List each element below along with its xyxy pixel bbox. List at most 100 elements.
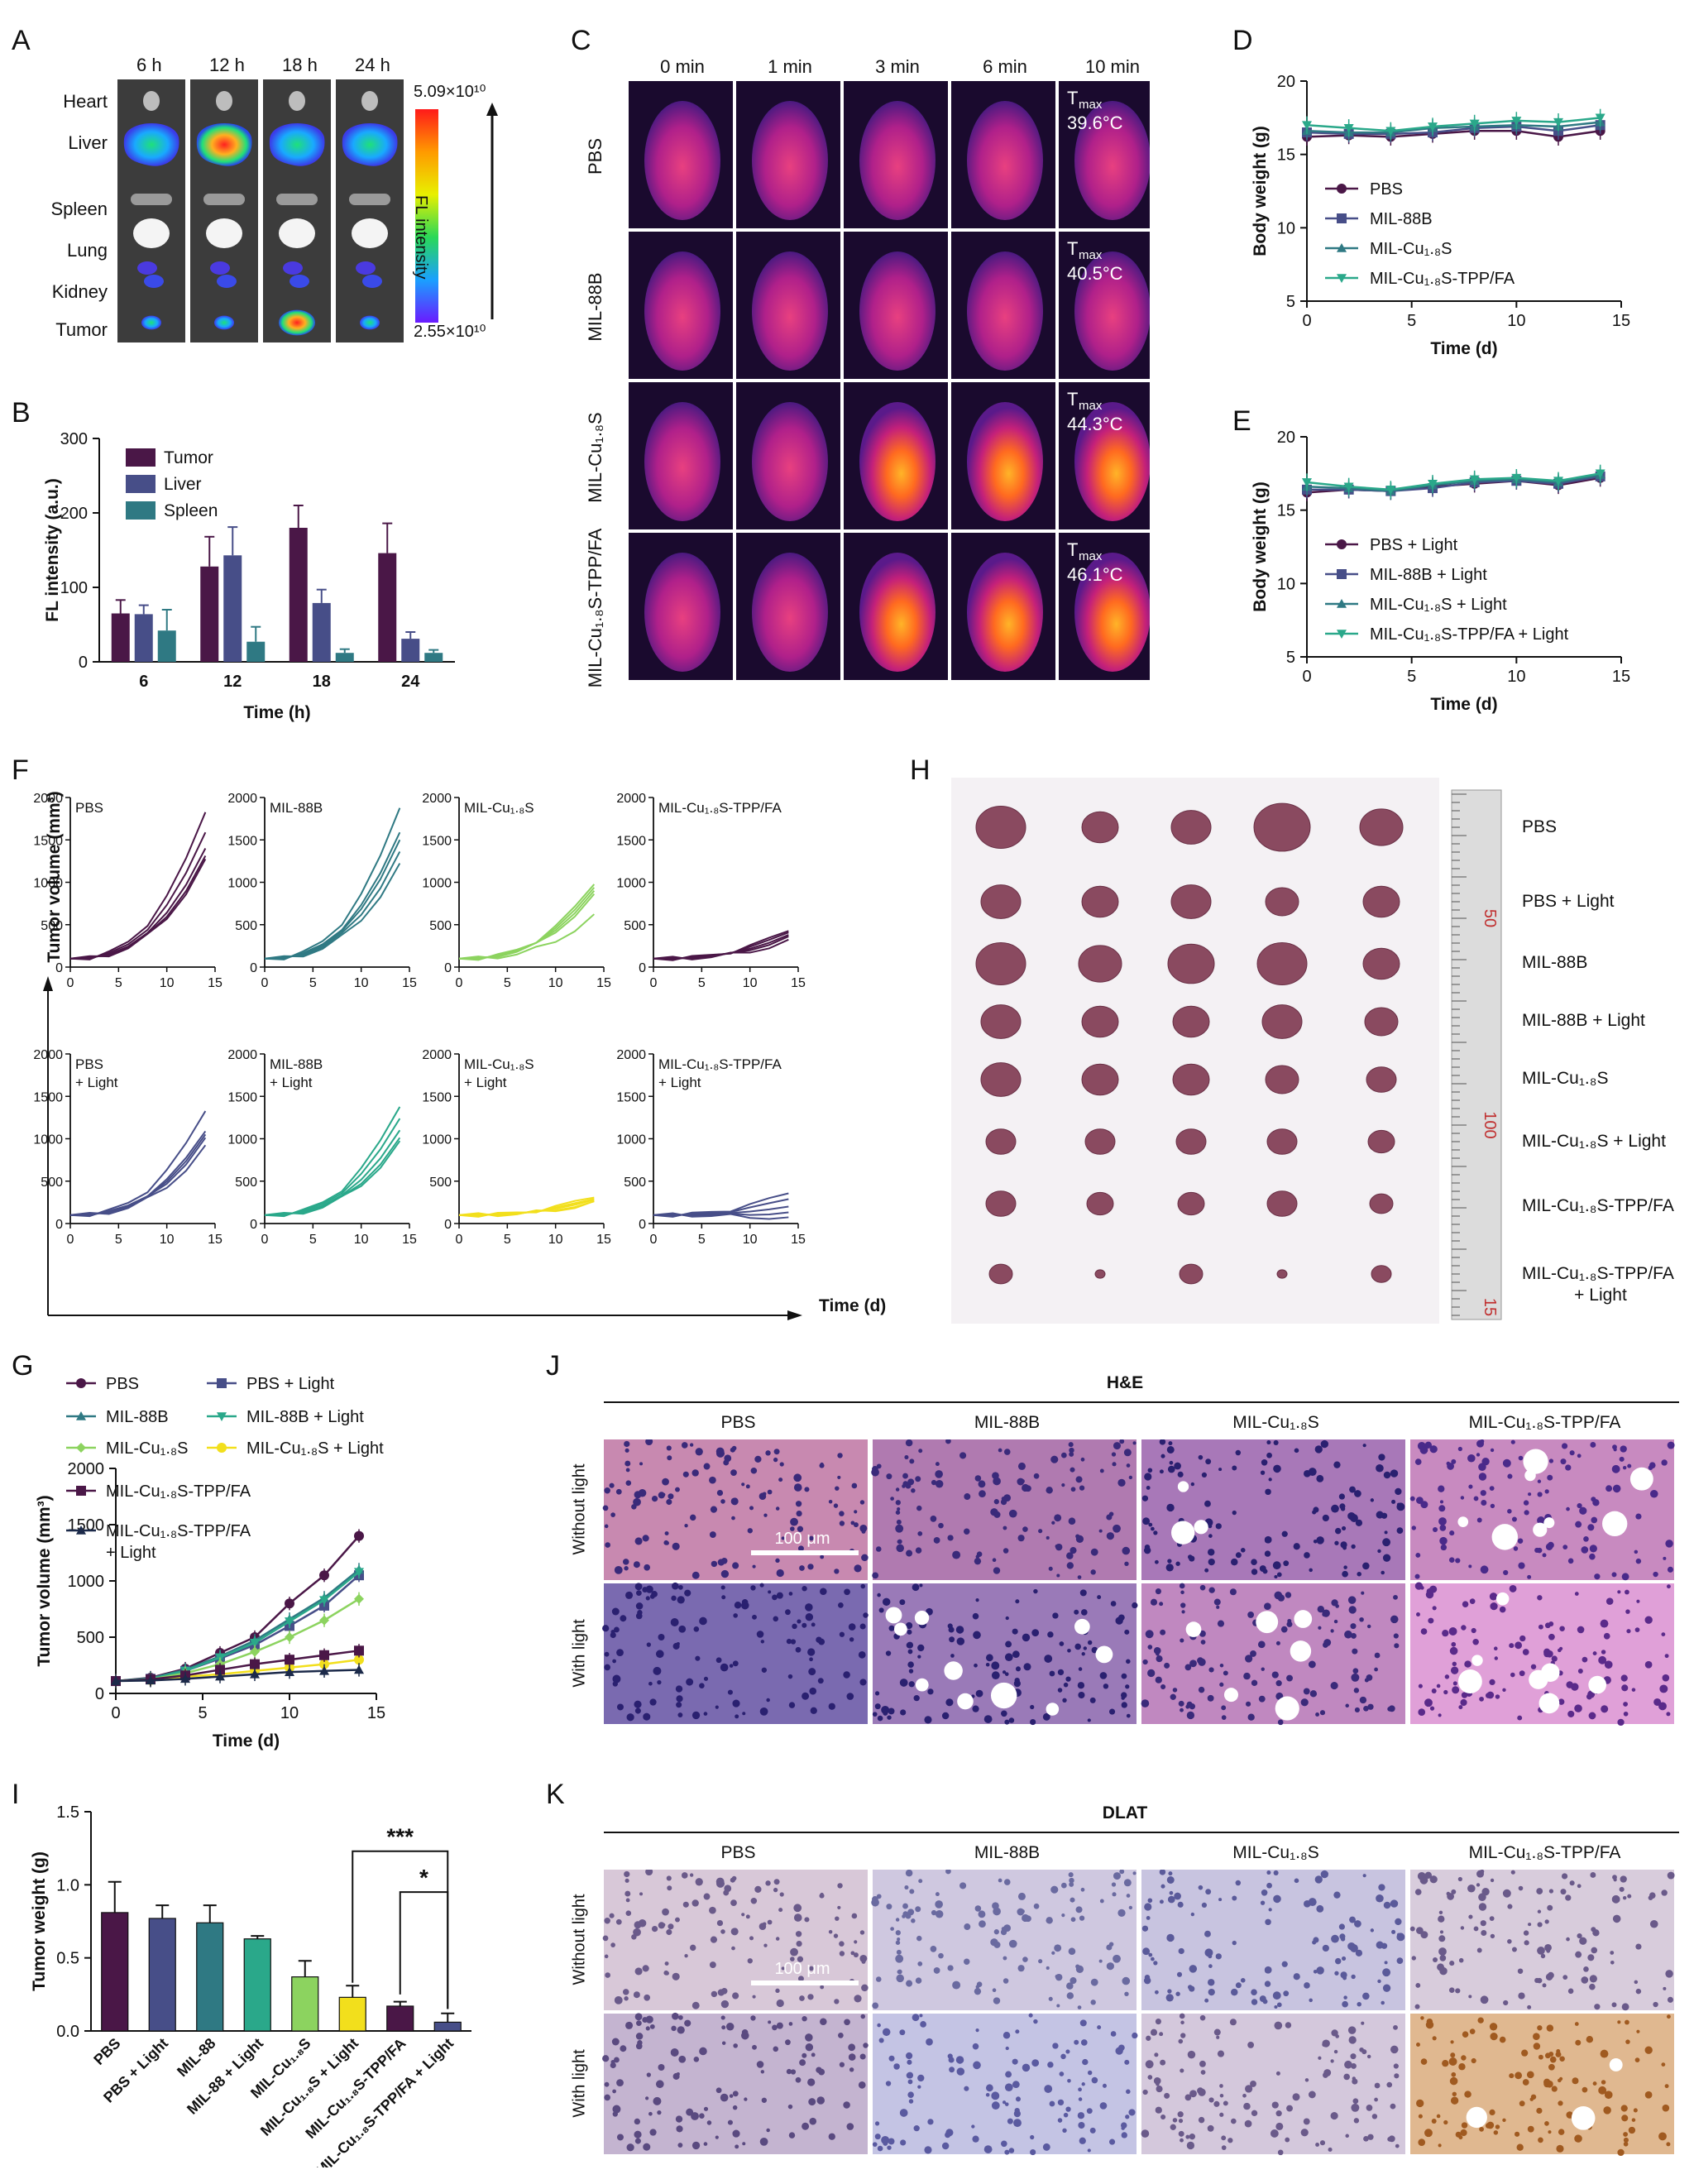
cell-nucleus bbox=[1439, 1536, 1448, 1545]
cell-nucleus bbox=[776, 1999, 784, 2008]
cell-nucleus bbox=[1601, 1705, 1609, 1713]
cell-nucleus bbox=[1046, 1535, 1050, 1540]
cell-nucleus bbox=[1533, 2033, 1540, 2041]
tmax-value: 39.6°C bbox=[1067, 113, 1123, 133]
cell-nucleus bbox=[874, 1691, 880, 1696]
cell-nucleus bbox=[1235, 1880, 1242, 1886]
cell-nucleus bbox=[1473, 1926, 1479, 1932]
bar bbox=[424, 653, 443, 662]
cell-nucleus bbox=[752, 2044, 757, 2050]
cell-nucleus bbox=[993, 1907, 1001, 1916]
cell-nucleus bbox=[1221, 2135, 1227, 2141]
cell-nucleus bbox=[1055, 1543, 1063, 1551]
x-axis-label: Time (h) bbox=[243, 703, 310, 722]
tumor-specimen bbox=[985, 1190, 1017, 1217]
cell-nucleus bbox=[1008, 1939, 1017, 1948]
cell-nucleus bbox=[1586, 2035, 1594, 2043]
cell-nucleus bbox=[1464, 1660, 1471, 1668]
cell-nucleus bbox=[1063, 2112, 1069, 2118]
cell-nucleus bbox=[635, 1602, 644, 1610]
data-point bbox=[215, 1664, 225, 1675]
cell-nucleus bbox=[1589, 1975, 1597, 1983]
liver-image bbox=[342, 122, 398, 166]
cell-nucleus bbox=[1460, 1926, 1465, 1930]
cell-nucleus bbox=[1386, 2081, 1393, 2088]
cell-nucleus bbox=[1179, 2013, 1185, 2019]
data-point bbox=[250, 1639, 260, 1648]
cell-nucleus bbox=[1168, 1441, 1173, 1446]
cell-nucleus bbox=[1374, 2082, 1381, 2089]
cell-nucleus bbox=[1333, 1619, 1338, 1624]
cell-nucleus bbox=[1659, 1684, 1668, 1693]
cell-nucleus bbox=[634, 2013, 643, 2021]
cell-nucleus bbox=[624, 1890, 631, 1897]
lung-image bbox=[206, 218, 242, 248]
cell-nucleus bbox=[1519, 1635, 1526, 1642]
data-point bbox=[1302, 121, 1312, 131]
cell-nucleus bbox=[1219, 1663, 1224, 1668]
cell-nucleus bbox=[998, 1878, 1003, 1883]
cell-nucleus bbox=[625, 2021, 634, 2029]
cell-nucleus bbox=[1174, 1462, 1181, 1470]
cell-nucleus bbox=[672, 1542, 680, 1550]
kidney-image bbox=[210, 261, 230, 275]
mouse-thermal-body bbox=[752, 251, 828, 371]
cell-nucleus bbox=[945, 2129, 954, 2137]
data-point bbox=[354, 1645, 364, 1656]
cell-nucleus bbox=[1518, 1992, 1525, 2000]
tumor-growth-line bbox=[69, 858, 207, 960]
cell-nucleus bbox=[983, 2145, 993, 2153]
subplot-title: MIL-Cu₁.₈S-TPP/FA bbox=[658, 1056, 782, 1072]
cell-nucleus bbox=[625, 1898, 630, 1903]
histology-image bbox=[873, 1439, 1137, 1580]
cell-nucleus bbox=[804, 1487, 810, 1492]
cell-nucleus bbox=[1059, 1641, 1065, 1646]
cell-nucleus bbox=[897, 1507, 901, 1511]
data-point bbox=[180, 1674, 190, 1684]
cell-nucleus bbox=[1001, 1710, 1007, 1717]
cell-nucleus bbox=[752, 1564, 756, 1569]
cell-nucleus bbox=[1476, 1947, 1482, 1953]
cell-nucleus bbox=[890, 1927, 894, 1931]
cell-nucleus bbox=[1177, 1471, 1184, 1478]
cell-nucleus bbox=[1522, 2079, 1529, 2086]
cell-nucleus bbox=[1561, 1873, 1568, 1880]
cell-nucleus bbox=[1507, 1904, 1513, 1909]
colorbar-gradient bbox=[415, 109, 438, 323]
panel-f-label: F bbox=[12, 754, 29, 786]
cell-nucleus bbox=[1213, 2100, 1220, 2107]
cell-nucleus bbox=[1478, 1903, 1487, 1911]
cell-nucleus bbox=[1109, 1708, 1116, 1715]
cell-nucleus bbox=[1509, 1584, 1517, 1592]
cell-nucleus bbox=[1275, 1680, 1282, 1687]
heart-image bbox=[361, 91, 378, 111]
cell-nucleus bbox=[720, 1929, 725, 1934]
cell-nucleus bbox=[1548, 2063, 1555, 2071]
data-point bbox=[1428, 479, 1438, 489]
cell-nucleus bbox=[649, 2024, 655, 2029]
cell-nucleus bbox=[793, 1904, 802, 1913]
cell-nucleus bbox=[1625, 2039, 1630, 2044]
time-label: 1 min bbox=[768, 56, 812, 77]
cell-nucleus bbox=[776, 2022, 783, 2029]
cell-nucleus bbox=[1515, 1641, 1523, 1650]
tumor-growth-line bbox=[458, 913, 595, 960]
cell-nucleus bbox=[1204, 1568, 1209, 1573]
tumor-growth-line bbox=[653, 1212, 789, 1220]
cell-nucleus bbox=[902, 1473, 908, 1479]
cell-nucleus bbox=[1208, 2097, 1214, 2103]
cell-nucleus bbox=[947, 1535, 954, 1541]
cell-nucleus bbox=[974, 1663, 978, 1668]
cell-nucleus bbox=[955, 1626, 964, 1634]
cell-nucleus bbox=[1440, 1544, 1448, 1551]
legend-marker bbox=[217, 1378, 227, 1388]
cell-nucleus bbox=[1352, 2078, 1358, 2085]
cell-nucleus bbox=[1420, 2016, 1424, 2020]
cell-nucleus bbox=[1090, 1978, 1098, 1986]
cell-nucleus bbox=[805, 1603, 813, 1612]
subplot-title: MIL-Cu₁.₈S bbox=[464, 800, 534, 816]
cell-nucleus bbox=[1232, 1465, 1237, 1471]
cell-nucleus bbox=[905, 2052, 913, 2060]
cell-nucleus bbox=[662, 1923, 666, 1927]
cell-nucleus bbox=[1621, 2003, 1629, 2011]
